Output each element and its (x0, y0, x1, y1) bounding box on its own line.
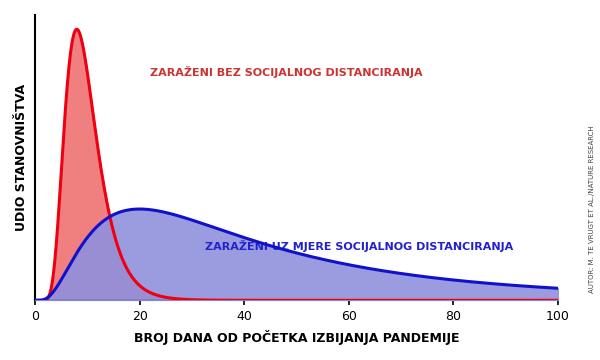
Text: ZARAŽENI BEZ SOCIJALNOG DISTANCIRANJA: ZARAŽENI BEZ SOCIJALNOG DISTANCIRANJA (150, 66, 422, 78)
Text: ZARAŽENI UZ MJERE SOCIJALNOG DISTANCIRANJA: ZARAŽENI UZ MJERE SOCIJALNOG DISTANCIRAN… (205, 240, 514, 252)
X-axis label: BROJ DANA OD POČETKA IZBIJANJA PANDEMIJE: BROJ DANA OD POČETKA IZBIJANJA PANDEMIJE (134, 330, 459, 345)
Text: AUTOR: M. TE VRUGT ET AL./NATURE RESEARCH: AUTOR: M. TE VRUGT ET AL./NATURE RESEARC… (589, 125, 595, 293)
Y-axis label: UDIO STANOVNIŠTVA: UDIO STANOVNIŠTVA (15, 84, 28, 231)
